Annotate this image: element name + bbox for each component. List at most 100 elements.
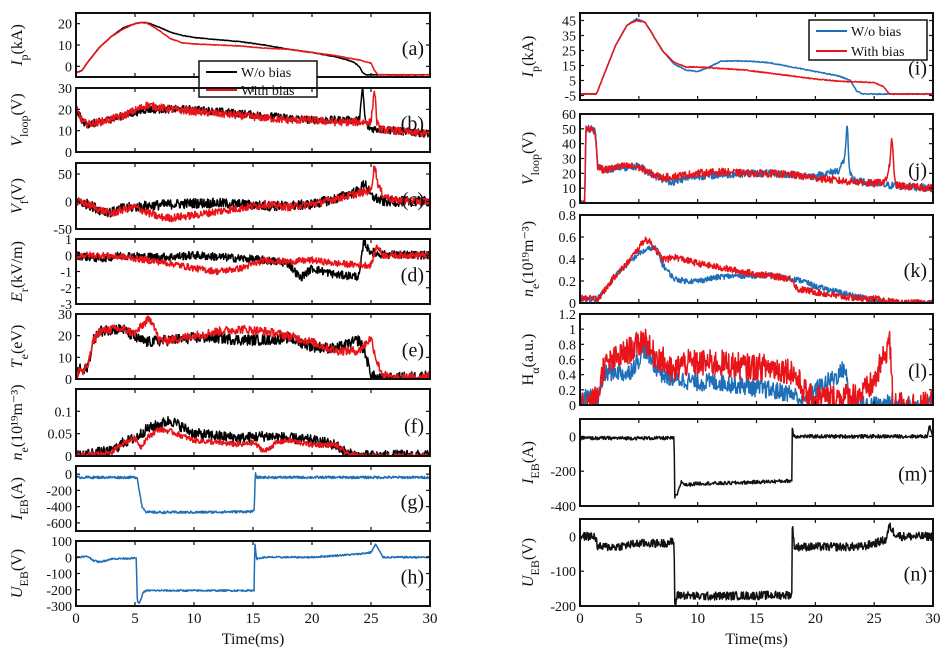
series-line-w-o-bias [580, 17, 933, 96]
series-line-bias-current [76, 472, 430, 515]
y-axis-label: UEB(V) [520, 538, 542, 587]
panel-k: 0 0.2 0.4 0.6 0.8 ne(10¹⁹m⁻³) (k) [520, 209, 934, 312]
y-tick-label: 1 [569, 323, 576, 338]
series-line-with-bias [580, 328, 933, 405]
x-tick-label: 10 [187, 611, 202, 627]
panel-e: 0 10 20 30 Te(eV) (e) [9, 308, 431, 388]
y-tick-label: -400 [550, 500, 576, 515]
y-tick-label: 0.05 [48, 428, 73, 443]
y-tick-label: -1 [60, 266, 72, 281]
y-axis-label: ne(10¹⁹m⁻³) [520, 221, 542, 297]
panel-label: (m) [898, 464, 927, 486]
y-tick-label: 10 [58, 39, 72, 54]
legend: W/o bias With bias [198, 60, 318, 99]
y-tick-label: -300 [46, 600, 72, 615]
series-line-w-o-bias [580, 342, 933, 405]
x-tick-label: 20 [808, 611, 823, 627]
panel-label: (e) [402, 340, 424, 362]
series-line-with-bias [580, 125, 933, 203]
y-tick-label: 0.6 [559, 231, 577, 246]
y-tick-label: 35 [562, 30, 576, 45]
series-line-with-bias [76, 21, 430, 76]
y-tick-label: -200 [550, 600, 576, 615]
axes-frame [75, 388, 431, 457]
axes-frame [579, 418, 934, 507]
panel-d: -3-2-1 01 Er(kV/m) (d) [9, 233, 431, 313]
legend-label: With bias [241, 84, 294, 99]
y-tick-label: 20 [58, 103, 72, 118]
panel-label: (a) [402, 38, 424, 60]
y-tick-label: -50 [53, 223, 72, 238]
x-tick-label: 0 [72, 611, 80, 627]
series-line-with-bias [76, 315, 430, 379]
series-group [76, 472, 430, 515]
y-tick-label: 20 [58, 330, 72, 345]
y-tick-label: 0 [569, 197, 576, 212]
legend-label: W/o bias [851, 25, 901, 40]
y-tick-label: -5 [564, 90, 576, 105]
legend-box [808, 19, 928, 61]
panel-l: 00.20.40.60.811.2 Hα(a.u.) (l) [520, 308, 934, 414]
x-tick-label: 15 [246, 611, 261, 627]
y-tick-label: 30 [58, 82, 72, 97]
panel-label: (j) [908, 160, 927, 182]
series-group [580, 328, 933, 405]
panel-label: (b) [401, 113, 424, 135]
y-tick-label: -200 [46, 484, 72, 499]
series-line-bias-voltage [76, 543, 430, 604]
x-axis-label: Time(ms) [725, 631, 788, 648]
x-tick-label: 5 [635, 611, 643, 627]
y-axis-label: Er(kV/m) [9, 241, 31, 303]
series-line-w-o-bias [76, 180, 430, 218]
y-axis-label: Te(eV) [9, 325, 31, 369]
y-tick-label: 0 [65, 249, 72, 264]
panel-f: 0 0.05 0.1 ne(10¹⁹m⁻³) (f) [9, 384, 431, 465]
y-tick-label: 0 [569, 530, 576, 545]
panel-label: (k) [904, 260, 927, 282]
panel-label: (i) [908, 58, 927, 80]
legend-label: W/o bias [241, 66, 291, 81]
y-tick-label: 0 [65, 468, 72, 483]
y-axis-label: Vloop(V) [520, 132, 542, 185]
y-tick-label: -100 [550, 565, 576, 580]
x-tick-label: 25 [364, 611, 379, 627]
y-tick-label: -400 [46, 501, 72, 516]
axes-frame [75, 313, 431, 380]
series-group [76, 543, 430, 604]
y-tick-label: 0.2 [559, 275, 577, 290]
y-tick-label: -100 [46, 568, 72, 583]
y-tick-label: 0.8 [559, 338, 577, 353]
y-tick-label: 10 [58, 125, 72, 140]
y-tick-label: 1 [65, 233, 72, 248]
y-tick-label: -200 [550, 465, 576, 480]
panel-label: (g) [401, 492, 424, 514]
series-group [76, 88, 430, 141]
y-tick-label: 0.6 [559, 354, 577, 369]
y-tick-label: 30 [562, 153, 576, 168]
series-line-bias-current [580, 424, 933, 499]
y-tick-label: 5 [569, 75, 576, 90]
y-tick-label: 50 [562, 123, 576, 138]
y-axis-label: Ip(kA) [9, 24, 31, 67]
y-axis-label: IEB(A) [520, 441, 542, 485]
x-tick-label: 30 [423, 611, 438, 627]
y-tick-label: 0.4 [559, 369, 577, 384]
legend: W/o bias With bias [808, 19, 928, 61]
axes-frame [579, 113, 934, 204]
series-group [580, 236, 933, 303]
y-tick-label: 0.1 [55, 405, 73, 420]
y-tick-label: 0 [569, 399, 576, 414]
series-line-with-bias [580, 236, 933, 303]
x-tick-label: 30 [926, 611, 941, 627]
y-tick-label: 0 [65, 60, 72, 75]
series-line-with-bias [76, 244, 430, 276]
legend-label: With bias [851, 45, 904, 60]
y-tick-label: 0 [569, 430, 576, 445]
y-tick-label: 0 [65, 450, 72, 465]
series-group [580, 17, 933, 96]
series-group [580, 522, 933, 606]
series-line-bias-voltage [580, 522, 933, 606]
